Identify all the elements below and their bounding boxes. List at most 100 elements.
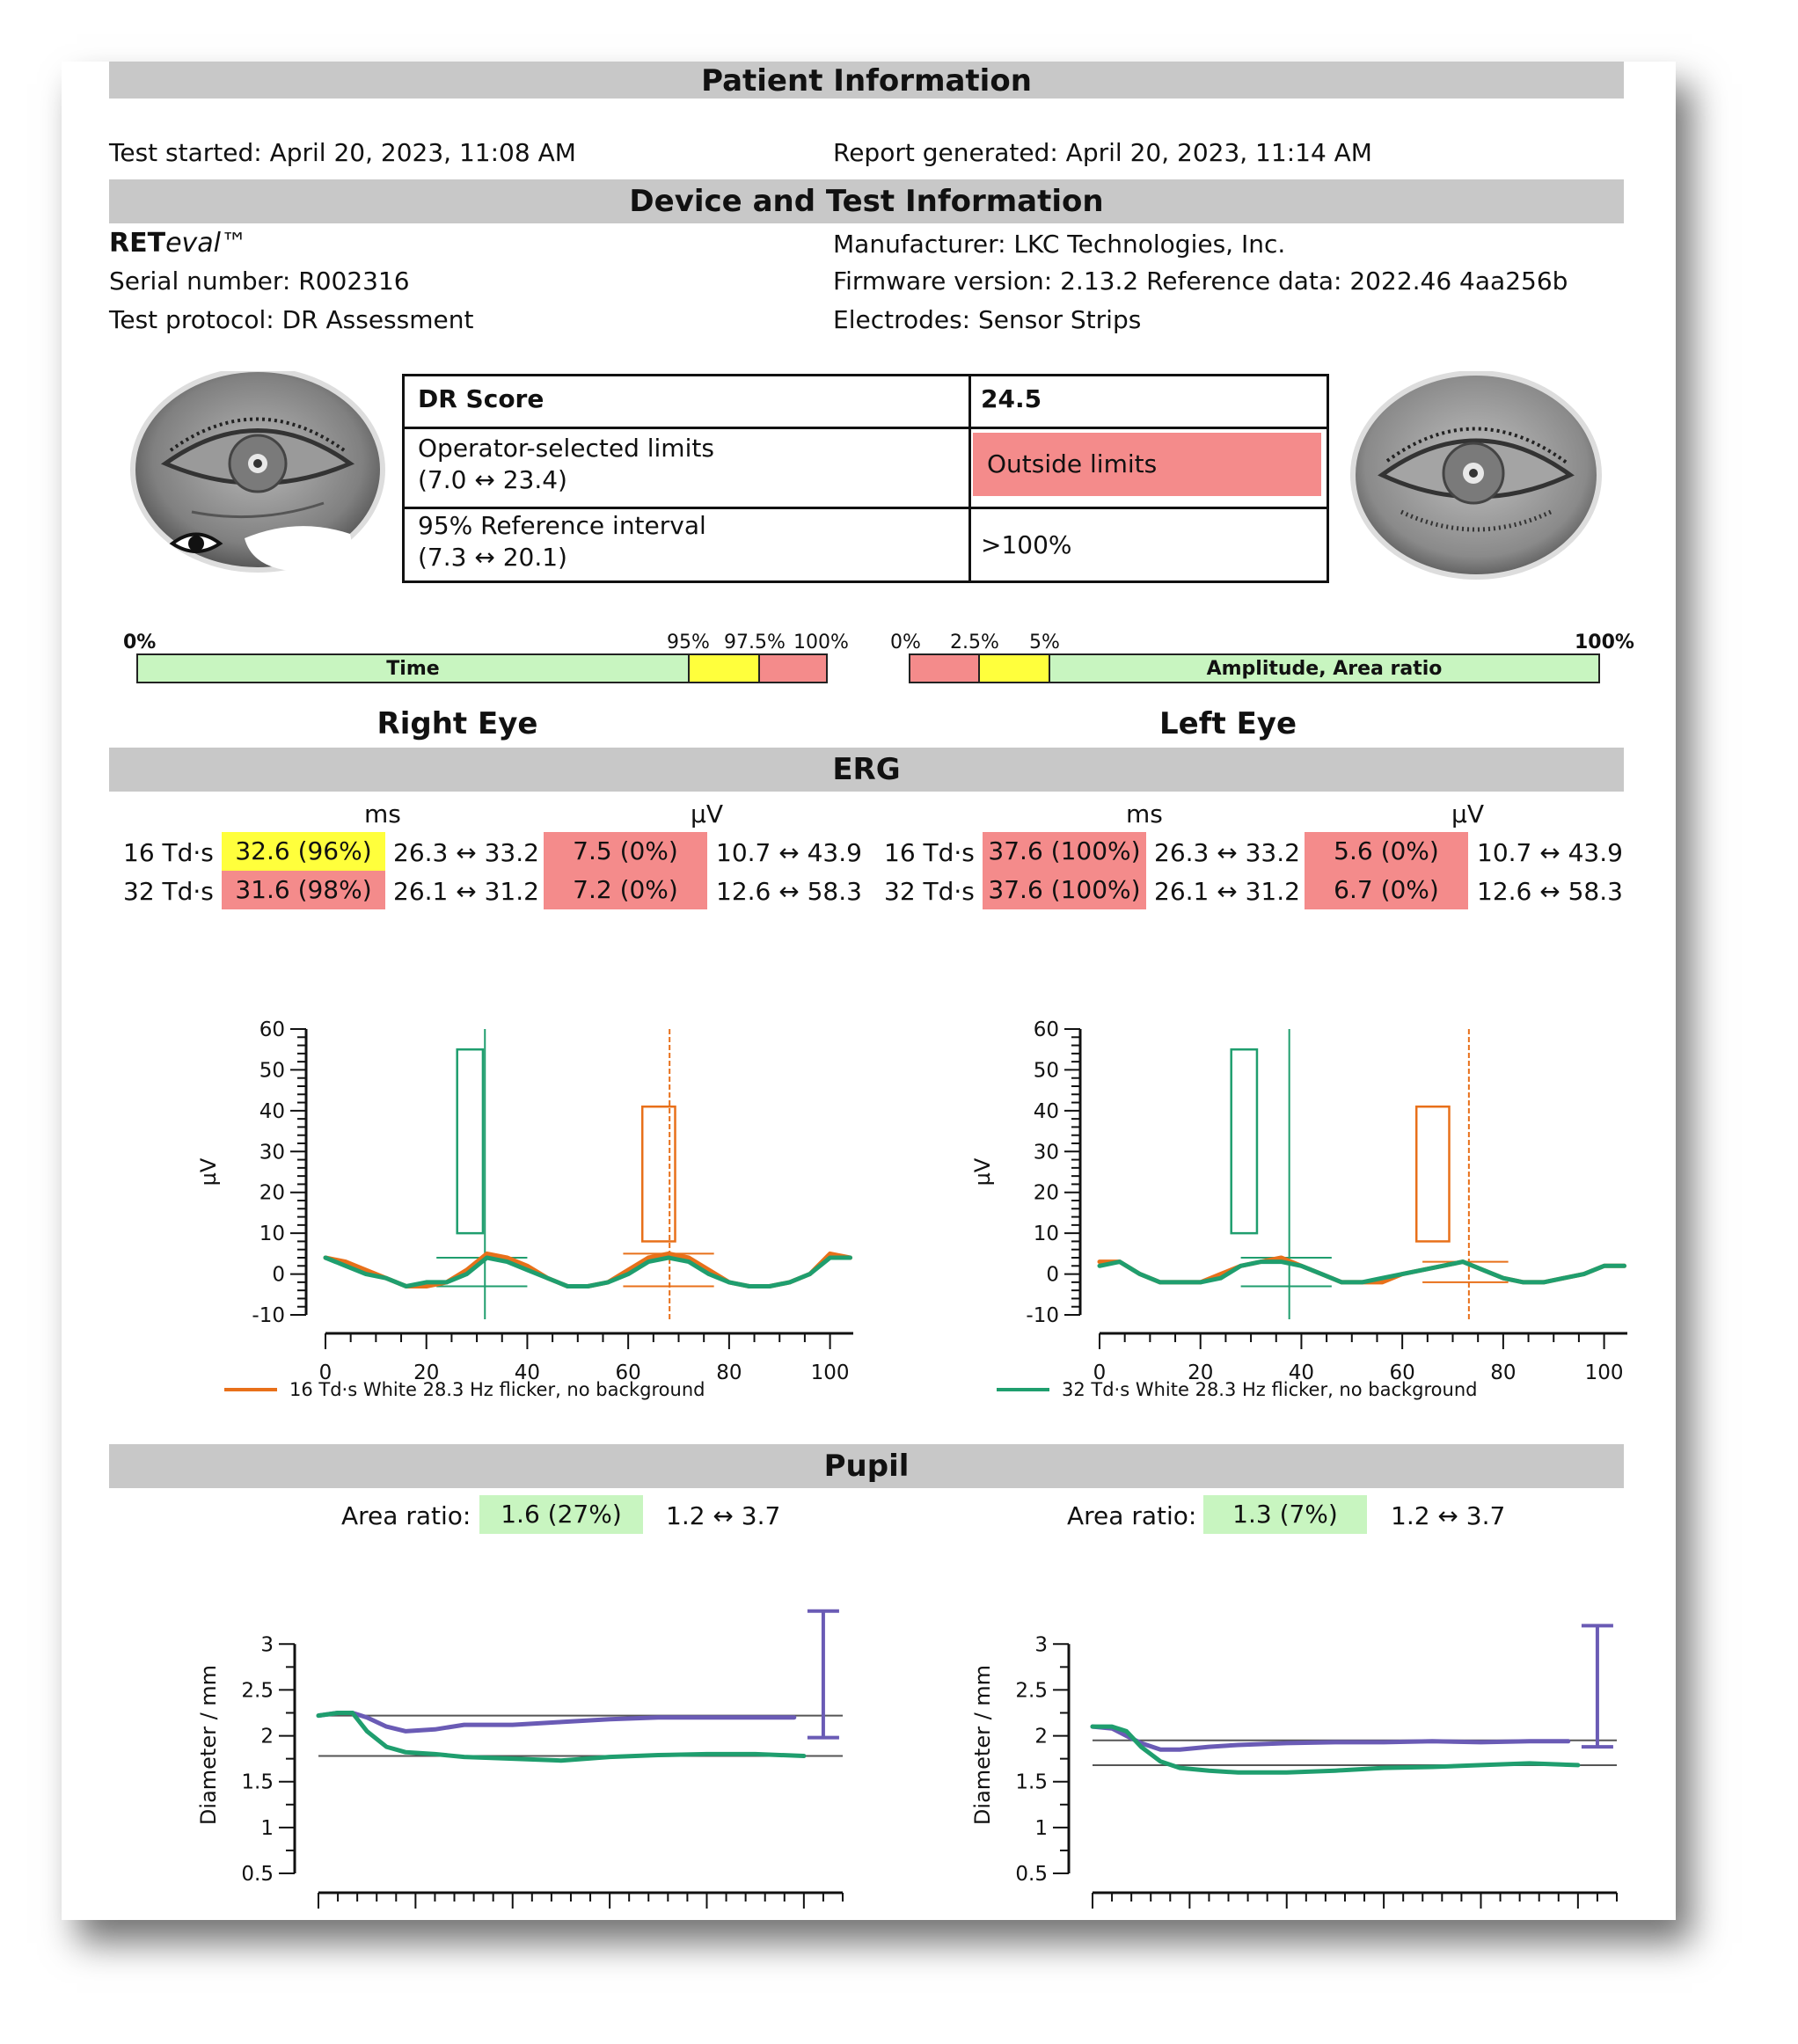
test-protocol: Test protocol: DR Assessment (109, 305, 474, 334)
time-scale-tick-0: 0% (123, 631, 157, 653)
right-row1-ms: 32.6 (96%) (222, 832, 385, 871)
series-line (1097, 1259, 1626, 1285)
amp-scale-green: Amplitude, Area ratio (1050, 655, 1598, 682)
y-tick-label: 2 (260, 1726, 274, 1748)
erg-chart-right: -100102030405060020406080100msµV (196, 1018, 853, 1384)
x-tick-label: 20 (1188, 1361, 1213, 1384)
amp-scale-yellow (980, 655, 1050, 682)
series-line (1090, 1724, 1571, 1752)
amp-scale-tick-100: 100% (1575, 631, 1634, 653)
time-scale-bar: Time (136, 653, 828, 683)
series-line (1090, 1724, 1581, 1775)
left-row1-uv-range: 10.7 ↔ 43.9 (1477, 838, 1623, 867)
right-row1-uv-text: 7.5 (0%) (573, 836, 678, 865)
device-name: RETeval™ (109, 230, 247, 257)
left-eye-photo (1350, 371, 1602, 580)
time-scale-label: Time (386, 657, 440, 680)
left-row2-stim: 32 Td·s (884, 877, 975, 906)
left-row1-uv: 5.6 (0%) (1305, 832, 1468, 871)
y-tick-label: 1.5 (241, 1771, 274, 1794)
left-row1-ms-range: 26.3 ↔ 33.2 (1154, 838, 1300, 867)
device-name-tm: ™ (221, 228, 247, 259)
device-name-italic: eval (165, 228, 221, 259)
y-tick-label: 3 (1034, 1633, 1048, 1656)
y-axis-label: Diameter / mm (196, 1665, 221, 1825)
x-tick-label: 20 (413, 1361, 439, 1384)
limits-status-text: Outside limits (987, 449, 1158, 478)
y-tick-label: -10 (252, 1304, 285, 1327)
left-ms-units: ms (1126, 799, 1163, 829)
serial-number: Serial number: R002316 (109, 266, 410, 296)
x-tick-label: 80 (716, 1361, 742, 1384)
right-row1-uv: 7.5 (0%) (544, 832, 707, 871)
amp-scale-tick-5: 5% (1029, 631, 1060, 653)
left-row2-uv-text: 6.7 (0%) (1334, 875, 1439, 904)
series-line (1097, 1255, 1626, 1285)
x-tick-label: 80 (1490, 1361, 1516, 1384)
left-eye-heading: Left Eye (1158, 706, 1297, 741)
amp-scale-bar: Amplitude, Area ratio (909, 653, 1600, 683)
legend-orange-swatch (224, 1388, 277, 1391)
time-scale-tick-95: 95% (667, 631, 710, 653)
left-area-ratio-label: Area ratio: (1067, 1501, 1197, 1530)
x-tick-label: 60 (1390, 1361, 1415, 1384)
right-uv-units: µV (691, 799, 723, 829)
x-tick-label: 60 (616, 1361, 641, 1384)
limits-range: (7.0 ↔ 23.4) (418, 465, 567, 494)
ref-interval-label: 95% Reference interval (418, 511, 706, 540)
x-tick-label: 0 (319, 1361, 333, 1384)
series-line (316, 1711, 807, 1763)
ref-interval-range: (7.3 ↔ 20.1) (418, 543, 567, 572)
left-uv-units: µV (1451, 799, 1484, 829)
time-scale-tick-100: 100% (793, 631, 849, 653)
right-row1-ms-text: 32.6 (96%) (235, 836, 372, 865)
pupil-chart-left: 0.511.522.53012345SecondsDiameter / mm (970, 1624, 1618, 1909)
right-row2-uv-text: 7.2 (0%) (573, 875, 678, 904)
x-tick-label: 0 (1093, 1361, 1107, 1384)
amp-scale-red (910, 655, 980, 682)
ref-interval-value: >100% (981, 530, 1072, 559)
y-tick-label: 30 (1034, 1141, 1059, 1164)
right-area-ratio-range: 1.2 ↔ 3.7 (666, 1501, 781, 1530)
time-scale-tick-975: 97.5% (724, 631, 786, 653)
right-row1-ms-range: 26.3 ↔ 33.2 (393, 838, 539, 867)
y-tick-label: 1.5 (1015, 1771, 1048, 1794)
left-row1-uv-text: 5.6 (0%) (1334, 836, 1439, 865)
limits-label: Operator-selected limits (418, 434, 714, 463)
right-row2-ms: 31.6 (98%) (222, 871, 385, 909)
time-scale-green: Time (138, 655, 690, 682)
y-tick-label: -10 (1026, 1304, 1059, 1327)
y-tick-label: 20 (259, 1182, 285, 1205)
right-area-ratio-label: Area ratio: (341, 1501, 471, 1530)
y-tick-label: 20 (1034, 1182, 1059, 1205)
left-area-ratio-text: 1.3 (7%) (1232, 1500, 1338, 1529)
left-row1-stim: 16 Td·s (884, 838, 975, 867)
legend-orange-label: 16 Td·s White 28.3 Hz flicker, no backgr… (289, 1379, 705, 1400)
left-row1-ms-text: 37.6 (100%) (988, 836, 1141, 865)
y-tick-label: 2 (1034, 1726, 1048, 1748)
y-tick-label: 10 (1034, 1223, 1059, 1245)
y-tick-label: 0.5 (1015, 1863, 1048, 1886)
y-tick-label: 50 (259, 1059, 285, 1082)
reference-box (1230, 1048, 1259, 1235)
reference-box (640, 1105, 676, 1243)
pupil-chart-right: 0.511.522.53012345SecondsDiameter / mm (196, 1609, 844, 1909)
y-tick-label: 0.5 (241, 1863, 274, 1886)
right-row2-uv: 7.2 (0%) (544, 871, 707, 909)
y-tick-label: 1 (1034, 1817, 1048, 1840)
y-tick-label: 10 (259, 1223, 285, 1245)
time-scale-red (760, 655, 826, 682)
y-tick-label: 3 (260, 1633, 274, 1656)
series-line (323, 1251, 852, 1288)
right-row2-ms-text: 31.6 (98%) (235, 875, 372, 904)
right-ms-units: ms (364, 799, 401, 829)
firmware-version: Firmware version: 2.13.2 Reference data:… (833, 266, 1568, 296)
left-row1-ms: 37.6 (100%) (983, 832, 1146, 871)
left-row2-ms-range: 26.1 ↔ 31.2 (1154, 877, 1300, 906)
series-line (316, 1711, 797, 1734)
device-name-bold: RET (109, 228, 166, 259)
right-row1-stim: 16 Td·s (123, 838, 214, 867)
report-sheet: Patient Information Test started: April … (62, 62, 1676, 1920)
electrodes: Electrodes: Sensor Strips (833, 305, 1142, 334)
right-eye-heading: Right Eye (376, 706, 538, 741)
